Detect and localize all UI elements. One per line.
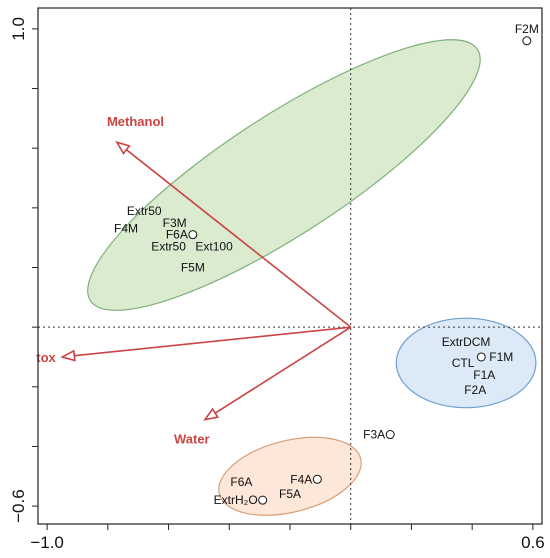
group-ellipses-layer: [87, 39, 537, 516]
axes-frame-layer: −1.0 0.6 1.0 −0.6: [9, 7, 545, 552]
methanol-vector-arrowhead: [115, 140, 131, 155]
orange-group-ellipse: [218, 436, 362, 516]
water-vector-arrowhead: [203, 407, 220, 421]
blue-group-ellipse: [395, 317, 537, 409]
point-marker-10: [476, 352, 486, 362]
y-tick-label-0: 1.0: [9, 17, 28, 41]
water-vector-label: Water: [174, 432, 210, 447]
point-label-1: Extr50: [127, 204, 162, 218]
point-label-0: F2M: [515, 22, 539, 36]
tox-vector-arrowhead: [60, 349, 76, 362]
methanol-vector-label: Methanol: [107, 114, 164, 129]
point-label-2: F3M: [163, 216, 187, 230]
point-label-3: F4M: [114, 222, 138, 236]
point-marker-4: [188, 230, 198, 240]
point-label-14: F6A: [230, 475, 252, 489]
point-label-10: F1M: [489, 350, 513, 364]
point-label-8: ExtrDCM: [442, 335, 491, 349]
tox-vector-line: [62, 326, 351, 358]
x-tick-label-0: −1.0: [30, 533, 64, 552]
point-label-9: CTL: [452, 356, 475, 370]
methanol-vector-line: [116, 141, 352, 328]
point-label-5: Extr50: [151, 240, 186, 254]
vectors-layer: Methanol tox Water: [36, 114, 352, 447]
water-vector-line: [204, 326, 352, 421]
point-label-12: F2A: [464, 383, 486, 397]
point-marker-17: [258, 495, 268, 505]
green-group-ellipse: [87, 39, 481, 311]
point-label-16: F5A: [279, 487, 301, 501]
point-marker-15: [312, 474, 322, 484]
point-label-11: F1A: [473, 368, 495, 382]
point-label-15: F4A: [290, 472, 312, 486]
tox-vector-label: tox: [36, 350, 56, 365]
point-label-13: F3A: [363, 428, 385, 442]
reference-lines-layer: [38, 8, 542, 524]
point-marker-13: [385, 430, 395, 440]
point-marker-0: [522, 36, 532, 46]
y-tick-label-1: −0.6: [9, 489, 28, 523]
x-tick-label-1: 0.6: [521, 533, 545, 552]
point-label-4: F6A: [166, 228, 188, 242]
point-label-17: ExtrH₂O: [214, 493, 258, 507]
point-label-6: Ext100: [195, 240, 233, 254]
point-label-7: F5M: [181, 260, 205, 274]
